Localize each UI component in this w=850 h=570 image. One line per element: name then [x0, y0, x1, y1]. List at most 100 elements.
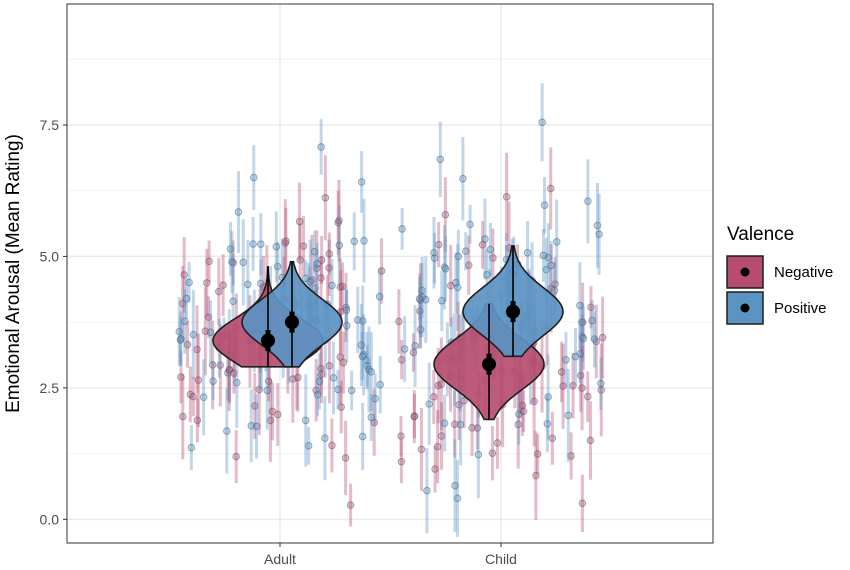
data-point	[266, 416, 275, 425]
data-point	[187, 443, 196, 452]
data-point	[189, 392, 198, 401]
data-point	[329, 374, 338, 382]
data-point	[203, 279, 211, 287]
data-point	[296, 256, 304, 264]
x-tick-label: Adult	[264, 551, 296, 567]
data-point	[301, 274, 310, 283]
data-point	[358, 352, 367, 361]
data-point	[454, 252, 463, 261]
data-point	[328, 281, 336, 290]
data-point	[249, 173, 258, 182]
data-point	[365, 365, 373, 374]
y-tick-label: 7.5	[40, 117, 60, 133]
data-point	[460, 396, 468, 405]
data-point	[347, 386, 356, 395]
data-point	[548, 434, 557, 443]
data-point	[304, 442, 313, 450]
data-point	[339, 358, 348, 367]
data-point	[588, 316, 596, 325]
data-point	[193, 416, 202, 425]
data-point	[564, 411, 573, 420]
data-point	[569, 381, 577, 390]
data-point	[199, 393, 208, 402]
data-point	[335, 241, 344, 250]
data-point	[312, 386, 320, 395]
data-point	[244, 280, 252, 289]
data-point	[224, 369, 232, 377]
data-point	[317, 274, 325, 282]
data-point	[334, 218, 342, 227]
data-point	[312, 264, 321, 272]
data-point	[423, 486, 431, 495]
data-point	[557, 368, 566, 376]
data-point	[446, 281, 455, 290]
data-point	[559, 382, 567, 391]
data-point	[592, 337, 601, 346]
data-point	[311, 284, 319, 292]
data-point	[533, 450, 542, 458]
data-point	[377, 267, 386, 275]
data-point	[273, 262, 282, 271]
data-point	[576, 301, 584, 310]
data-point	[367, 413, 376, 422]
data-point	[430, 248, 438, 257]
data-point	[350, 237, 359, 246]
mean-point	[285, 315, 299, 330]
data-point	[310, 247, 319, 256]
data-point	[459, 174, 467, 183]
data-point	[481, 235, 489, 243]
data-point	[363, 362, 372, 370]
data-point	[185, 278, 193, 287]
data-point	[493, 439, 502, 447]
data-point	[219, 281, 227, 289]
data-point	[334, 385, 342, 394]
data-point	[429, 393, 438, 401]
data-point	[468, 424, 476, 432]
data-point	[540, 201, 549, 209]
data-point	[571, 352, 580, 361]
data-point	[367, 367, 376, 376]
data-point	[547, 284, 555, 293]
data-point	[229, 259, 237, 267]
data-point	[400, 345, 409, 353]
data-point	[313, 390, 322, 399]
data-point	[358, 432, 367, 441]
data-point	[450, 420, 459, 429]
data-point	[418, 286, 426, 295]
data-point	[397, 355, 406, 364]
data-point	[371, 394, 379, 403]
data-point	[317, 370, 326, 379]
legend-key-dot	[740, 303, 750, 313]
data-point	[232, 378, 241, 387]
data-point	[456, 420, 465, 429]
data-point	[530, 397, 538, 406]
data-point	[353, 316, 362, 324]
data-point	[194, 376, 203, 384]
data-point	[317, 256, 326, 264]
data-point	[597, 386, 606, 394]
data-point	[281, 239, 290, 248]
data-point	[206, 328, 215, 336]
data-point	[544, 253, 553, 262]
data-point	[346, 501, 355, 509]
data-point	[315, 377, 324, 386]
panel-border	[66, 3, 714, 544]
data-point	[230, 369, 238, 377]
data-point	[337, 403, 346, 411]
data-point	[247, 422, 256, 430]
data-point	[342, 303, 350, 312]
data-point	[225, 366, 234, 374]
data-point	[441, 210, 450, 219]
data-point	[375, 292, 384, 301]
y-tick-label: 5.0	[40, 248, 60, 264]
data-point	[177, 373, 185, 381]
data-point	[183, 340, 192, 349]
data-point	[264, 377, 273, 386]
data-point	[257, 240, 265, 249]
data-point	[252, 422, 261, 431]
data-point	[263, 386, 272, 395]
data-point	[204, 313, 213, 321]
data-point	[415, 295, 424, 303]
data-point	[567, 452, 575, 460]
